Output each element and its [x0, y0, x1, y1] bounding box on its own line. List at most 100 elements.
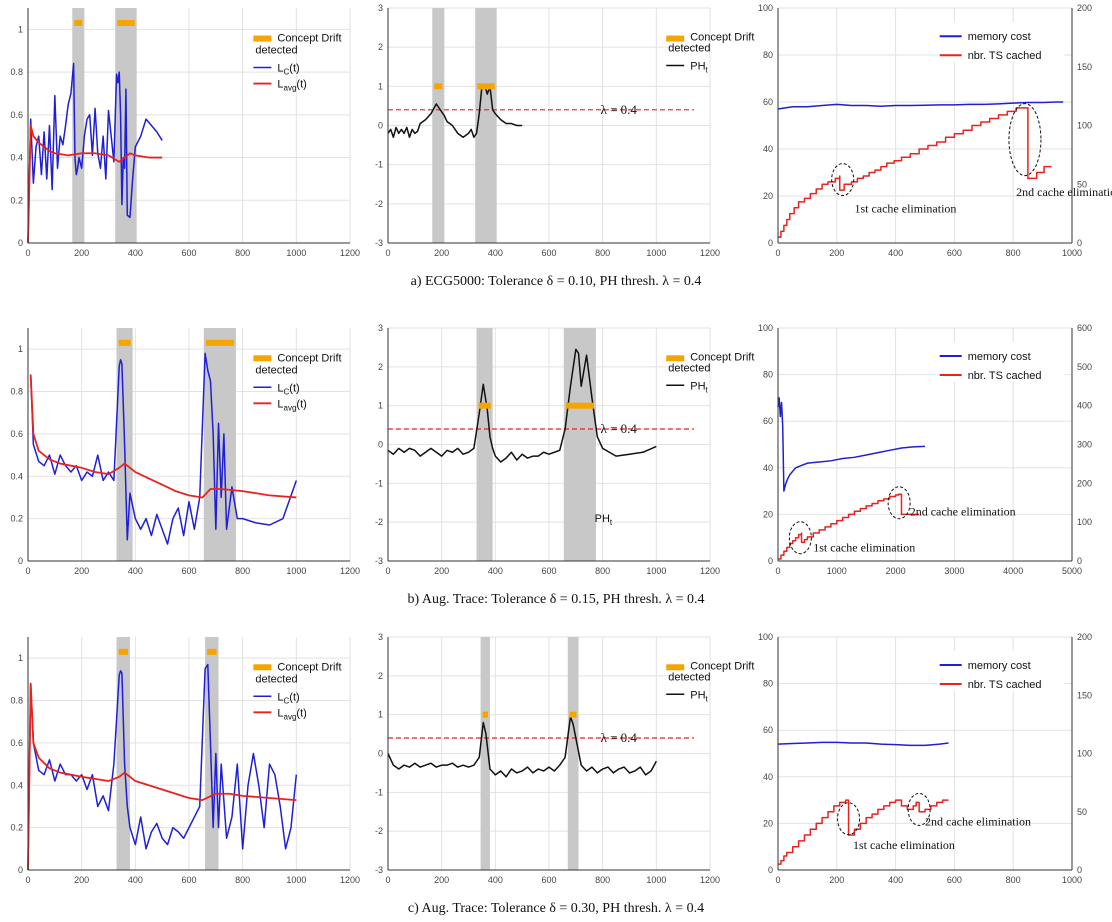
series-cached — [778, 799, 949, 865]
y-tick-label: 0.8 — [10, 387, 23, 397]
y-tick-label: 80 — [763, 50, 773, 60]
x-tick-label: 1000 — [646, 875, 666, 885]
x-tick-label: 400 — [128, 248, 143, 258]
y-tick-label: 40 — [763, 144, 773, 154]
y2-tick-label: 0 — [1077, 556, 1082, 566]
x-tick-label: 800 — [595, 875, 610, 885]
extra-ph-label-sub: t — [610, 518, 613, 527]
legend-lc-label-main: L — [277, 691, 283, 703]
x-tick-label: 400 — [888, 248, 903, 258]
legend-lc-label-sub: C — [284, 696, 290, 705]
legend-drift-label-2: detected — [668, 43, 710, 55]
y-tick-label: 0 — [768, 556, 773, 566]
legend-drift-label: Concept Drift — [277, 33, 341, 45]
legend-lc-label-sub: C — [284, 387, 290, 396]
annotation-label: 2nd cache elimination — [925, 815, 1031, 829]
y-tick-label: 20 — [763, 818, 773, 828]
y-tick-label: 1 — [18, 24, 23, 34]
y-tick-label: -2 — [375, 199, 383, 209]
drift-band — [72, 8, 85, 243]
x-tick-label: 400 — [128, 875, 143, 885]
y-tick-label: 0 — [378, 121, 383, 131]
legend-lavg-label-tail: (t) — [296, 398, 306, 410]
drift-marker — [205, 339, 234, 346]
legend-lavg-label-main: L — [277, 398, 283, 410]
panel-a-loss: 0 200 400 600 800 1000 1200 0 0.2 0.4 0.6 0.8 1 Conce… — [10, 8, 360, 258]
y-tick-label: 1 — [378, 81, 383, 91]
annotation-ellipse — [788, 521, 812, 555]
y-tick-label: 0.2 — [10, 195, 23, 205]
series-cached — [778, 493, 920, 560]
legend-lc-label-sub: C — [284, 68, 290, 77]
y2-tick-label: 0 — [1077, 238, 1082, 248]
legend-ph-label-sub: t — [706, 66, 709, 75]
y2-tick-label: 150 — [1077, 690, 1092, 700]
annotation-ellipse — [837, 802, 861, 836]
x-tick-label: 600 — [181, 566, 196, 576]
y-tick-label: 2 — [378, 42, 383, 52]
x-tick-label: 1200 — [340, 248, 360, 258]
y-tick-label: 40 — [763, 463, 773, 473]
y-tick-label: -3 — [375, 556, 383, 566]
drift-marker — [478, 402, 491, 409]
y-tick-label: 1 — [378, 710, 383, 720]
x-tick-label: 1200 — [700, 248, 720, 258]
drift-band — [432, 8, 445, 243]
x-tick-label: 600 — [541, 566, 556, 576]
y2-tick-label: 500 — [1077, 362, 1092, 372]
x-tick-label: 3000 — [944, 566, 964, 576]
x-tick-label: 600 — [181, 248, 196, 258]
x-tick-label: 0 — [385, 566, 390, 576]
legend-lc-label-main: L — [277, 63, 283, 75]
y2-tick-label: 400 — [1077, 401, 1092, 411]
y-tick-label: 60 — [763, 725, 773, 735]
legend-ph-label: PHt — [690, 689, 708, 703]
legend-ph-label-main: PH — [690, 61, 705, 73]
y-tick-label: 80 — [763, 679, 773, 689]
legend-lc-label-tail: (t) — [289, 691, 299, 703]
x-tick-label: 600 — [181, 875, 196, 885]
legend-drift-label: Concept Drift — [277, 352, 341, 364]
y-tick-label: 3 — [378, 3, 383, 13]
x-tick-label: 1000 — [1062, 875, 1082, 885]
caption-row-c: c) Aug. Trace: Tolerance δ = 0.30, PH th… — [407, 901, 705, 916]
legend-lavg-label-main: L — [277, 707, 283, 719]
series-cached — [778, 107, 1052, 238]
series-lavg — [27, 682, 297, 871]
x-tick-label: 0 — [25, 566, 30, 576]
panel-b-ph: λ = 0.4 0 200 400 600 800 1000 1200 -3 -2 -1 0 1 2 3 Co… — [375, 323, 754, 576]
drift-marker — [118, 339, 131, 346]
y-tick-label: 0.4 — [10, 780, 23, 790]
x-tick-label: 1000 — [646, 566, 666, 576]
legend-drift-swatch — [253, 664, 272, 671]
y-tick-label: 100 — [758, 632, 773, 642]
x-tick-label: 1000 — [286, 875, 306, 885]
y-tick-label: 100 — [758, 3, 773, 13]
legend-drift-label-2: detected — [255, 45, 297, 57]
series-memory — [777, 101, 1064, 110]
series-lc — [27, 663, 298, 871]
legend-drift-label: Concept Drift — [690, 32, 754, 44]
y-tick-label: 3 — [378, 632, 383, 642]
y-tick-label: -3 — [375, 238, 383, 248]
y2-tick-label: 100 — [1077, 121, 1092, 131]
caption-row-b: b) Aug. Trace: Tolerance δ = 0.15, PH th… — [407, 592, 705, 607]
y-tick-label: -1 — [375, 478, 383, 488]
drift-marker — [118, 648, 128, 655]
x-tick-label: 800 — [595, 248, 610, 258]
drift-band — [476, 328, 493, 561]
y2-tick-label: 150 — [1077, 62, 1092, 72]
x-tick-label: 800 — [1006, 248, 1021, 258]
x-tick-label: 1000 — [286, 566, 306, 576]
y-tick-label: 0.8 — [10, 696, 23, 706]
y-tick-label: 0 — [378, 440, 383, 450]
x-tick-label: 400 — [888, 875, 903, 885]
x-tick-label: 600 — [947, 875, 962, 885]
annotation-label: 1st cache elimination — [853, 838, 955, 852]
drift-marker — [117, 19, 135, 26]
drift-marker — [434, 83, 443, 90]
x-tick-label: 600 — [947, 248, 962, 258]
legend-lc-label-tail: (t) — [289, 382, 299, 394]
legend-lavg-label: Lavg(t) — [277, 707, 306, 721]
